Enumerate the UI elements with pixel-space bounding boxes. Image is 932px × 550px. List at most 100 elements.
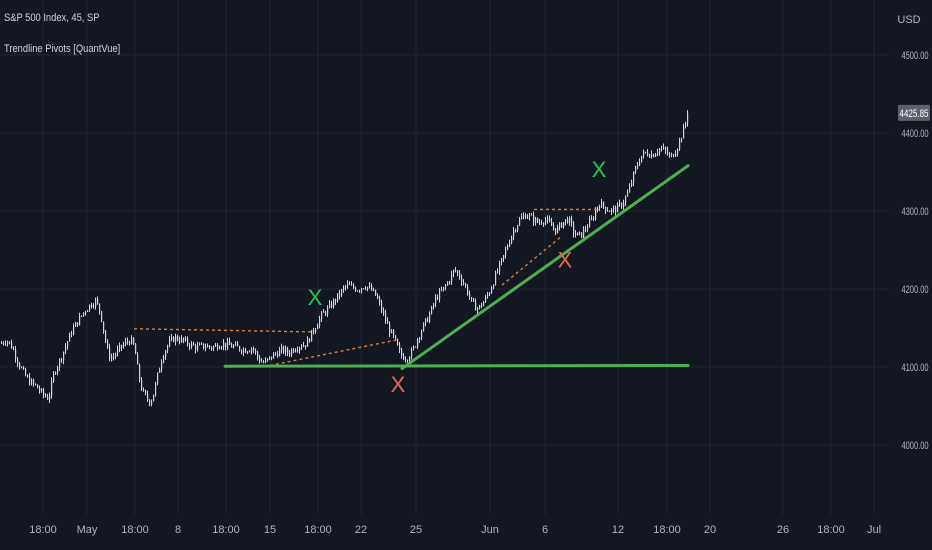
candle-body <box>169 339 171 346</box>
candle-body <box>209 345 211 348</box>
candle-body <box>359 290 361 292</box>
candle-body <box>321 312 323 319</box>
candle-body <box>45 394 47 397</box>
candle-body <box>145 390 147 395</box>
candle-body <box>187 338 189 345</box>
candle-body <box>465 283 467 287</box>
candle-body <box>501 258 503 263</box>
candle-body <box>239 346 241 351</box>
candle-body <box>679 139 681 150</box>
candle-body <box>285 348 287 353</box>
price-axis[interactable]: 4000.00 4100.00 4200.00 4300.00 4400.00 4500.… <box>902 50 929 452</box>
candle-body <box>543 223 545 225</box>
candle-body <box>337 293 339 302</box>
candle-body <box>27 375 29 377</box>
candle-body <box>549 218 551 222</box>
candle-body <box>517 225 519 231</box>
candle-body <box>207 345 209 348</box>
candle-body <box>381 302 383 311</box>
candle-body <box>569 217 571 223</box>
candle-body <box>269 356 271 359</box>
pivot-line <box>501 235 563 286</box>
candle-body <box>51 380 53 396</box>
candle-body <box>205 347 207 349</box>
candle-body <box>131 337 133 344</box>
candle-body <box>139 364 141 380</box>
candle-body <box>659 148 661 153</box>
candle-body <box>243 349 245 353</box>
candle-body <box>229 341 231 345</box>
candle-body <box>443 287 445 291</box>
trendlines[interactable] <box>223 164 690 371</box>
candle-body <box>43 389 45 395</box>
candle-body <box>567 219 569 223</box>
candle-body <box>73 326 75 335</box>
candle-body <box>459 272 461 278</box>
candle-body <box>605 206 607 211</box>
pivot-marker-low: X <box>391 372 406 397</box>
candle-body <box>231 344 233 348</box>
x-tick-label: 8 <box>175 524 181 536</box>
x-tick-label: 18:00 <box>304 524 332 536</box>
candle-body <box>303 345 305 347</box>
candle-body <box>129 342 131 344</box>
candle-body <box>329 303 331 308</box>
candle-body <box>159 369 161 373</box>
candle-body <box>617 203 619 213</box>
candlestick-series[interactable] <box>1 110 689 407</box>
candle-body <box>479 305 481 309</box>
candle-body <box>525 215 527 219</box>
candle-body <box>627 192 629 197</box>
candle-body <box>95 298 97 307</box>
candle-body <box>683 126 685 139</box>
candle-body <box>69 333 71 342</box>
candle-body <box>455 269 457 271</box>
candle-body <box>665 147 667 151</box>
x-tick-label: 12 <box>612 524 624 536</box>
candle-body <box>611 209 613 212</box>
candle-body <box>61 359 63 361</box>
candle-body <box>667 150 669 155</box>
indicator-title[interactable]: Trendline Pivots [QuantVue] <box>4 43 121 55</box>
x-tick-label: 6 <box>542 524 548 536</box>
x-tick-label: 18:00 <box>817 524 845 536</box>
currency-label: USD <box>897 14 920 26</box>
candle-body <box>201 343 203 345</box>
candle-body <box>537 218 539 223</box>
symbol-title[interactable]: S&P 500 Index, 45, SP <box>4 12 100 24</box>
candle-body <box>509 242 511 247</box>
candle-body <box>265 360 267 363</box>
candle-body <box>93 306 95 308</box>
candle-body <box>673 154 675 157</box>
trendline-support-horizontal[interactable] <box>223 363 690 368</box>
candle-body <box>349 283 351 285</box>
candle-body <box>581 232 583 238</box>
candle-body <box>241 350 243 353</box>
time-axis[interactable]: 18:00 May 18:00 8 18:00 15 18:00 22 25 Jun 6 12 18:0… <box>29 524 881 536</box>
candle-body <box>461 277 463 283</box>
candle-body <box>415 346 417 348</box>
candle-body <box>305 345 307 347</box>
x-tick-label: 18:00 <box>212 524 240 536</box>
candle-body <box>583 229 585 238</box>
candle-body <box>251 348 253 352</box>
candle-body <box>419 337 421 340</box>
candle-body <box>297 350 299 352</box>
candle-body <box>545 220 547 224</box>
candle-body <box>233 345 235 348</box>
candle-body <box>523 215 525 217</box>
candle-body <box>687 112 689 124</box>
candle-body <box>557 227 559 233</box>
candle-body <box>519 219 521 226</box>
candle-body <box>483 302 485 307</box>
candle-body <box>331 303 333 308</box>
trendline-support-rising[interactable] <box>400 164 690 371</box>
candle-body <box>47 396 49 400</box>
candle-body <box>355 287 357 291</box>
candle-body <box>571 217 573 224</box>
candle-body <box>685 123 687 127</box>
candle-body <box>261 361 263 363</box>
candle-body <box>193 343 195 346</box>
candle-body <box>3 343 5 345</box>
